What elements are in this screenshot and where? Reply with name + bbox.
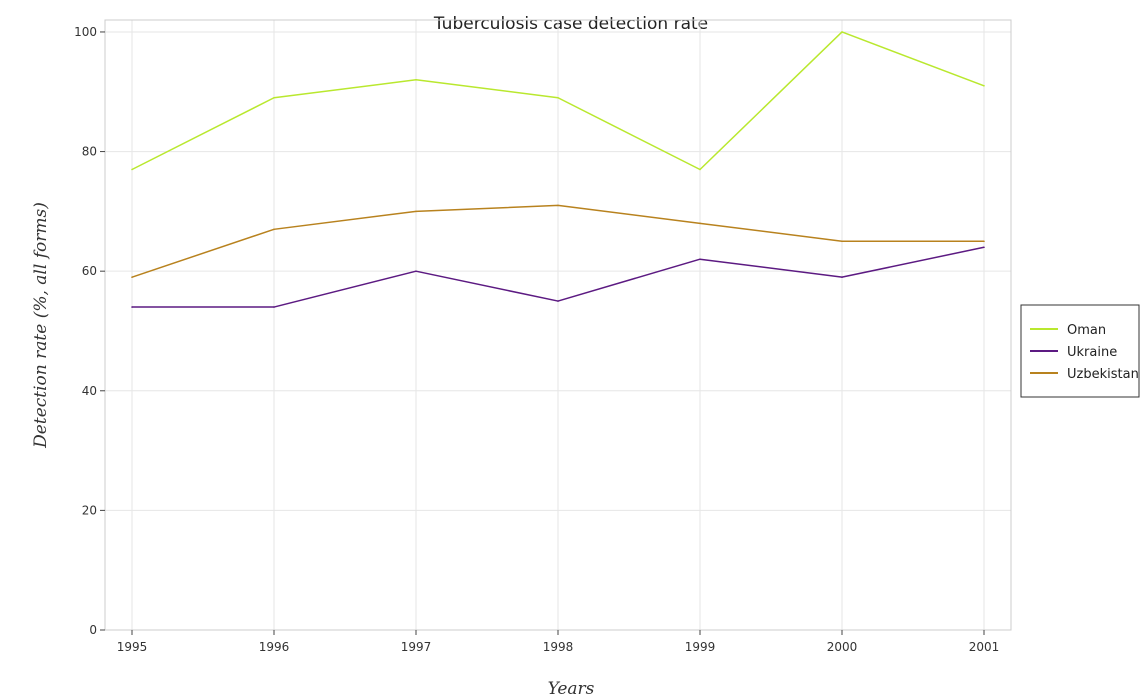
legend-label-oman: Oman: [1067, 323, 1106, 338]
y-tick-label: 80: [82, 145, 97, 159]
x-tick-label: 1996: [259, 640, 290, 654]
data-point-oman: [983, 84, 985, 87]
data-point-uzbekistan: [557, 204, 559, 207]
x-tick-label: 1998: [543, 640, 574, 654]
y-axis-label: Detection rate (%, all forms): [31, 202, 51, 449]
data-point-uzbekistan: [699, 222, 701, 225]
data-point-ukraine: [841, 276, 843, 278]
legend: Oman Ukraine Uzbekistan: [1020, 304, 1140, 398]
legend-label-ukraine: Ukraine: [1067, 345, 1117, 360]
y-tick-label: 0: [89, 623, 97, 637]
chart-title: Tuberculosis case detection rate: [433, 14, 708, 34]
y-tick-label: 100: [74, 25, 97, 39]
legend-label-uzbekistan: Uzbekistan: [1067, 367, 1139, 382]
data-point-oman: [131, 168, 133, 171]
data-point-ukraine: [131, 306, 133, 308]
y-tick-label: 20: [82, 503, 97, 517]
series-lines: [131, 31, 985, 308]
x-tick-label: 1995: [117, 640, 148, 654]
x-axis: 1995 1996 1997 1998 1999 2000 2001: [117, 630, 1000, 654]
data-point-ukraine: [983, 246, 985, 249]
grid: [105, 20, 1011, 631]
y-axis: 0 20 40 60 80 100: [74, 25, 105, 637]
x-tick-label: 2000: [827, 640, 858, 654]
data-point-uzbekistan: [131, 276, 133, 278]
y-tick-label: 60: [82, 264, 97, 278]
data-point-oman: [841, 31, 843, 33]
data-point-oman: [415, 79, 417, 81]
x-tick-label: 1997: [401, 640, 432, 654]
y-tick-label: 40: [82, 384, 97, 398]
data-point-uzbekistan: [415, 210, 417, 213]
data-point-ukraine: [699, 258, 701, 261]
x-tick-label: 1999: [685, 640, 716, 654]
data-point-oman: [273, 96, 275, 99]
data-point-uzbekistan: [983, 240, 985, 243]
data-point-ukraine: [557, 300, 559, 302]
x-axis-label: Years: [548, 679, 595, 699]
data-point-oman: [557, 96, 559, 99]
data-point-ukraine: [415, 270, 417, 272]
data-point-uzbekistan: [273, 228, 275, 231]
data-point-oman: [699, 168, 701, 171]
data-point-ukraine: [273, 306, 275, 308]
x-tick-label: 2001: [969, 640, 1000, 654]
data-point-uzbekistan: [841, 240, 843, 243]
